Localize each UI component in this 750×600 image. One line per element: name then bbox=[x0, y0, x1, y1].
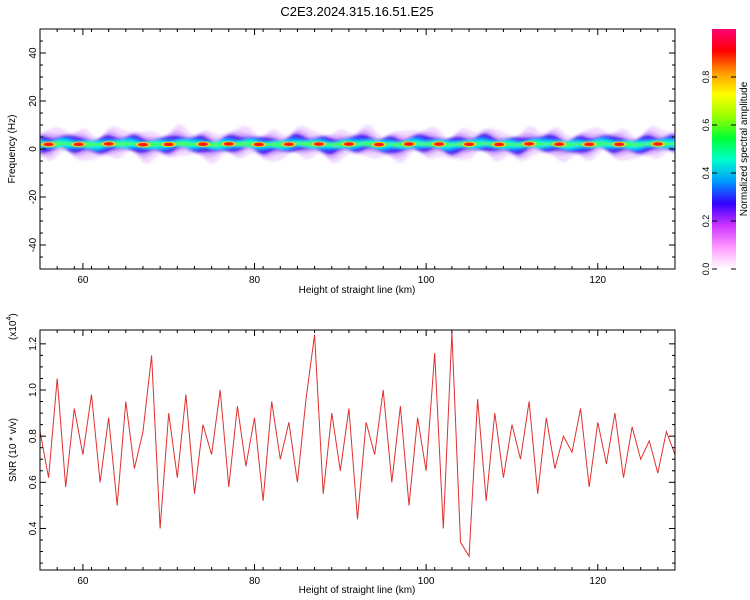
x-tick-label: 80 bbox=[249, 576, 261, 587]
spectrogram-x-label: Height of straight line (km) bbox=[299, 285, 416, 296]
colorbar-tick-label: 0.4 bbox=[701, 167, 711, 180]
band-peak bbox=[253, 142, 264, 147]
snr-scale-label: (x104) bbox=[6, 313, 19, 340]
snr-series-line bbox=[40, 332, 675, 558]
band-peak bbox=[464, 142, 475, 147]
x-tick-label: 60 bbox=[77, 275, 89, 286]
snr-scale-exp: 4 bbox=[6, 317, 13, 321]
y-tick-label: -40 bbox=[28, 237, 39, 252]
snr-panel: 60 80 100 120 0.4 0.6 0.8 1.0 1.2 Height of str… bbox=[6, 313, 676, 596]
band-peak bbox=[524, 142, 535, 146]
colorbar-tick-label: 0.6 bbox=[701, 119, 711, 132]
band-peak bbox=[614, 142, 625, 147]
band-peak bbox=[343, 142, 354, 146]
band-peak bbox=[313, 142, 324, 146]
x-tick-label: 120 bbox=[589, 275, 606, 286]
colorbar-ticks: 0.0 0.2 0.4 0.6 0.8 bbox=[701, 71, 736, 276]
band-peak bbox=[434, 142, 445, 146]
band-peak bbox=[584, 142, 595, 147]
band-peak bbox=[73, 142, 84, 147]
band-peak bbox=[43, 142, 54, 147]
spectrogram-x-ticks: 60 80 100 120 bbox=[39, 29, 676, 286]
colorbar-tick-label: 0.8 bbox=[701, 71, 711, 84]
y-tick-label: 1.2 bbox=[28, 336, 39, 350]
spectrogram-y-label: Frequency (Hz) bbox=[7, 115, 18, 184]
band-peak bbox=[137, 142, 148, 147]
band-peak bbox=[652, 142, 663, 146]
snr-y-ticks: 0.4 0.6 0.8 1.0 1.2 bbox=[28, 336, 675, 564]
y-tick-label: 0.6 bbox=[28, 475, 39, 489]
y-tick-label: 40 bbox=[28, 47, 39, 59]
band-peak bbox=[198, 142, 209, 146]
colorbar-label: Normalized spectral amplitude bbox=[739, 81, 750, 216]
band-peak bbox=[554, 142, 565, 147]
band-peak bbox=[403, 142, 414, 146]
y-tick-label: 0.8 bbox=[28, 429, 39, 443]
band-peak bbox=[163, 142, 174, 147]
y-tick-label: 0.4 bbox=[28, 521, 39, 535]
x-tick-label: 60 bbox=[77, 576, 89, 587]
spectrogram-y-ticks: -40 -20 0 20 40 bbox=[28, 28, 675, 270]
colorbar: 0.0 0.2 0.4 0.6 0.8 Normalized spectral ampl… bbox=[701, 29, 750, 275]
x-tick-label: 80 bbox=[249, 275, 261, 286]
snr-y-label: SNR (10 * v/v) bbox=[8, 418, 19, 482]
snr-scale-prefix: (x10 bbox=[8, 320, 19, 340]
x-tick-label: 100 bbox=[418, 576, 435, 587]
band-peak bbox=[373, 142, 384, 147]
snr-frame bbox=[39, 329, 676, 571]
band-peak bbox=[103, 142, 114, 146]
y-tick-label: 20 bbox=[28, 95, 39, 107]
band-peak bbox=[283, 142, 294, 147]
y-tick-label: 1.0 bbox=[28, 383, 39, 397]
y-tick-label: -20 bbox=[28, 189, 39, 204]
y-tick-label: 0 bbox=[28, 146, 39, 152]
frequency-band bbox=[40, 124, 675, 164]
spectrogram-panel: 60 80 100 120 -40 -20 0 20 40 Height of straigh… bbox=[7, 28, 676, 296]
snr-x-label: Height of straight line (km) bbox=[299, 585, 416, 596]
colorbar-tick-label: 0.0 bbox=[701, 263, 711, 276]
colorbar-tick-label: 0.2 bbox=[701, 215, 711, 228]
x-tick-label: 100 bbox=[418, 275, 435, 286]
snr-x-ticks: 60 80 100 120 bbox=[39, 330, 676, 587]
colorbar-gradient bbox=[712, 29, 736, 269]
figure-title: C2E3.2024.315.16.51.E25 bbox=[280, 4, 433, 19]
band-peak bbox=[223, 142, 234, 146]
x-tick-label: 120 bbox=[589, 576, 606, 587]
band-peak bbox=[494, 142, 505, 147]
svg-text:(x104): (x104) bbox=[6, 313, 19, 340]
band-layers bbox=[40, 124, 675, 164]
snr-scale-suffix: ) bbox=[8, 313, 19, 316]
